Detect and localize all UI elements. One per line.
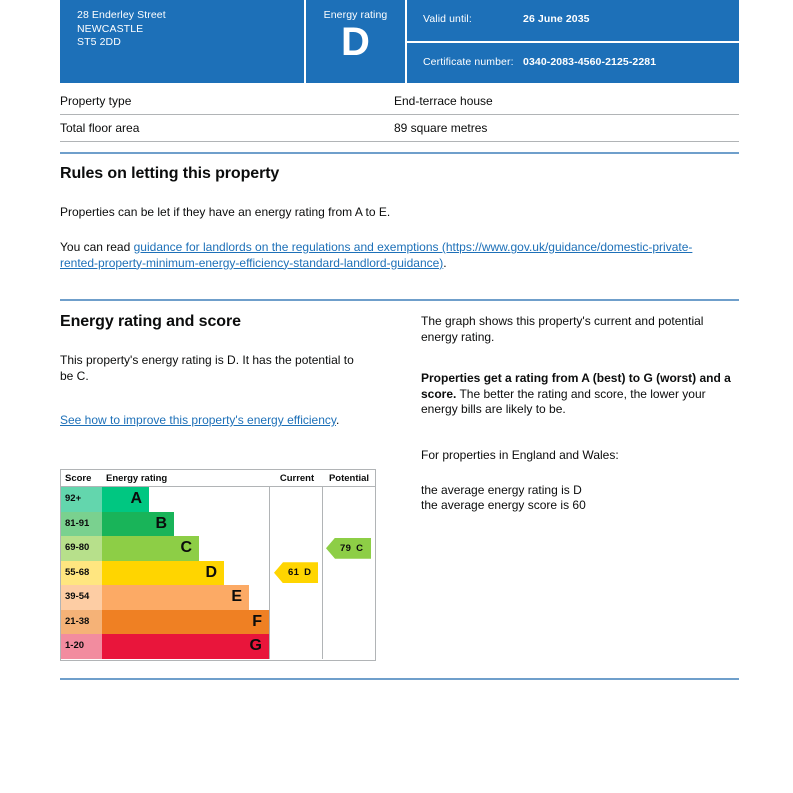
property-type-value: End-terrace house — [394, 94, 493, 108]
band-row-f: 21-38 F — [61, 609, 269, 634]
band-letter: C — [180, 539, 192, 556]
band-bar: A — [102, 487, 149, 512]
section-divider-top — [60, 152, 739, 154]
band-bar: D — [102, 560, 224, 585]
band-score-range: 69-80 — [61, 536, 102, 561]
band-row-c: 69-80 C — [61, 536, 269, 561]
band-letter: B — [155, 514, 167, 532]
average-score-line: the average energy score is 60 — [421, 498, 586, 512]
band-bar: E — [102, 585, 249, 610]
graph-column-divider-potential — [322, 487, 323, 659]
band-row-g: 1-20 G — [61, 634, 269, 659]
band-letter: D — [205, 563, 217, 581]
property-type-label: Property type — [60, 94, 132, 108]
potential-rating-score: 79 — [340, 542, 352, 554]
band-score-range: 92+ — [61, 487, 102, 512]
band-score-range: 21-38 — [61, 609, 102, 634]
band-bar: G — [102, 634, 269, 659]
band-row-d: 55-68 D — [61, 560, 269, 585]
header-meta-divider — [407, 41, 739, 43]
table-row: Property type End-terrace house — [60, 88, 739, 115]
section-divider-bottom — [60, 678, 739, 680]
floor-area-label: Total floor area — [60, 121, 140, 135]
improve-efficiency-suffix: . — [335, 413, 340, 427]
landlord-guidance-prefix: You can read — [60, 240, 134, 254]
band-letter: A — [130, 490, 142, 507]
landlord-guidance-paragraph: You can read guidance for landlords on t… — [60, 240, 720, 271]
current-rating-arrow: 61 D — [274, 562, 318, 584]
certificate-number-label: Certificate number: — [423, 56, 514, 68]
graph-col-current: Current — [279, 473, 315, 484]
certificate-meta: Valid until: 26 June 2035 Certificate nu… — [407, 0, 739, 83]
letting-rules-heading: Rules on letting this property — [60, 165, 280, 182]
improve-efficiency-paragraph: See how to improve this property's energ… — [60, 413, 340, 429]
energy-section-heading: Energy rating and score — [60, 313, 241, 330]
certificate-header: 28 Enderley Street NEWCASTLE ST5 2DD Ene… — [60, 0, 739, 83]
band-letter: F — [252, 612, 262, 630]
energy-section-left-paragraph: This property's energy rating is D. It h… — [60, 353, 354, 383]
energy-rating-label: Energy rating — [323, 9, 388, 21]
improve-efficiency-link[interactable]: See how to improve this property's energ… — [60, 413, 336, 427]
rating-explanation-bold: Properties get a rating from A (best) to… — [421, 371, 731, 401]
letting-rules-intro: Properties can be let if they have an en… — [60, 205, 391, 219]
band-score-range: 39-54 — [61, 585, 102, 610]
potential-rating-band: C — [356, 542, 364, 554]
address-line-1: 28 Enderley Street — [77, 9, 166, 21]
rating-explanation-rest: The better the rating and score, the low… — [421, 386, 706, 417]
header-divider-2 — [405, 0, 407, 83]
band-row-e: 39-54 E — [61, 585, 269, 610]
graph-col-energy-rating: Energy rating — [106, 473, 168, 484]
certificate-number-value: 0340-2083-4560-2125-2281 — [523, 56, 657, 68]
landlord-guidance-suffix: . — [443, 255, 447, 270]
energy-rating-panel: Energy rating D — [306, 0, 405, 83]
band-score-range: 1-20 — [61, 634, 102, 659]
band-bar: C — [102, 536, 199, 561]
property-address: 28 Enderley Street NEWCASTLE ST5 2DD — [60, 0, 304, 83]
band-letter: E — [231, 588, 242, 605]
valid-until-row: Valid until: 26 June 2035 — [407, 0, 739, 41]
graph-col-score: Score — [65, 473, 92, 484]
address-line-3: ST5 2DD — [77, 36, 121, 48]
average-rating-line: the average energy rating is D — [421, 483, 582, 497]
valid-until-value: 26 June 2035 — [523, 13, 590, 25]
graph-bands: 92+ A 81-91 B 69-80 C 55-68 D 39-54 E 21-38 F 1-20 G — [61, 487, 269, 659]
band-score-range: 81-91 — [61, 511, 102, 536]
address-line-2: NEWCASTLE — [77, 22, 144, 35]
floor-area-value: 89 square metres — [394, 121, 488, 135]
section-divider-middle — [60, 299, 739, 301]
band-bar: B — [102, 511, 174, 536]
potential-rating-arrow: 79 C — [326, 537, 371, 559]
energy-rating-graph: Score Energy rating Current Potential 92… — [60, 469, 376, 661]
header-divider-1 — [304, 0, 306, 83]
graph-col-potential: Potential — [328, 473, 370, 484]
band-score-range: 55-68 — [61, 560, 102, 585]
current-rating-score: 61 — [288, 567, 300, 579]
averages-intro: For properties in England and Wales: — [421, 448, 619, 462]
band-letter: G — [249, 637, 262, 654]
landlord-guidance-link[interactable]: guidance for landlords on the regulation… — [60, 240, 693, 270]
band-bar: F — [102, 609, 269, 634]
graph-description: The graph shows this property's current … — [421, 314, 704, 344]
graph-column-divider-current — [269, 487, 270, 659]
property-details-table: Property type End-terrace house Total fl… — [60, 88, 739, 142]
band-row-a: 92+ A — [61, 487, 269, 512]
current-rating-band: D — [304, 567, 312, 579]
certificate-number-row: Certificate number: 0340-2083-4560-2125-… — [407, 43, 739, 84]
rating-explanation: Properties get a rating from A (best) to… — [421, 371, 739, 418]
table-row: Total floor area 89 square metres — [60, 115, 739, 142]
band-row-b: 81-91 B — [61, 511, 269, 536]
valid-until-label: Valid until: — [423, 13, 472, 25]
energy-rating-letter: D — [341, 20, 370, 64]
graph-header-row: Score Energy rating Current Potential — [61, 470, 375, 487]
